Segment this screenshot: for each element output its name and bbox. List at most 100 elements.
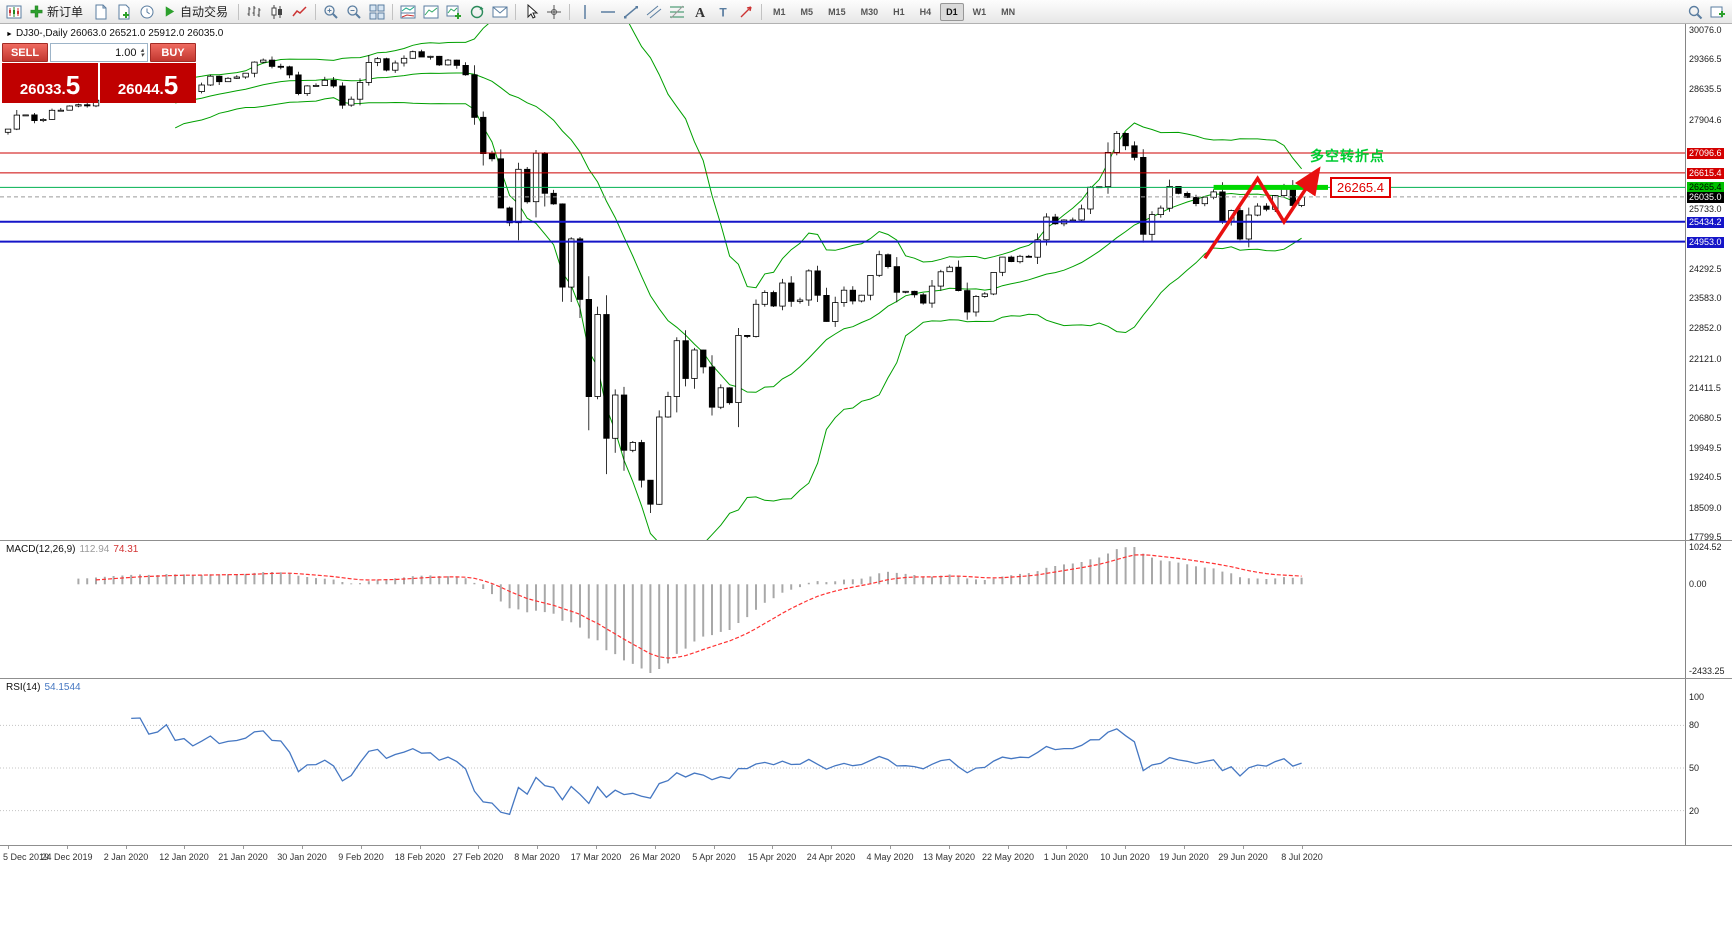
price-axis-label: 29366.5 xyxy=(1689,54,1722,64)
date-tick xyxy=(949,846,950,849)
line-chart-icon[interactable] xyxy=(289,2,311,22)
volume-up-icon[interactable]: ▴ xyxy=(140,46,144,54)
date-axis-label: 17 Mar 2020 xyxy=(570,852,622,862)
date-axis-label: 12 Jan 2020 xyxy=(159,852,209,862)
price-axis-label: 22852.0 xyxy=(1689,323,1722,333)
sell-button[interactable]: SELL xyxy=(2,43,48,62)
price-axis-label: 27096.6 xyxy=(1687,148,1724,159)
date-tick xyxy=(8,846,9,849)
rsi-panel[interactable]: RSI(14) 54.1544 xyxy=(0,679,1685,846)
price-tag-annotation[interactable]: 26265.4 xyxy=(1330,177,1391,198)
price-axis-label: 25434.2 xyxy=(1687,217,1724,228)
candlestick-chart[interactable] xyxy=(0,24,1685,541)
volume-stepper[interactable]: ▴ ▾ xyxy=(140,46,144,59)
buy-button[interactable]: BUY xyxy=(150,43,196,62)
date-axis[interactable]: 5 Dec 2019 24 Dec 2019 2 Jan 2020 12 Jan 20… xyxy=(0,846,1685,866)
date-axis-label: 5 Dec 2019 xyxy=(3,852,50,862)
label-icon[interactable]: T xyxy=(712,2,734,22)
timeframe-m15-button[interactable]: M15 xyxy=(828,6,846,17)
price-axis-label: 27904.6 xyxy=(1689,115,1722,125)
tile-windows-icon[interactable] xyxy=(366,2,388,22)
price-axis-label: 28635.5 xyxy=(1689,84,1722,94)
refresh-icon[interactable] xyxy=(136,2,158,22)
timeframe-h1-button[interactable]: H1 xyxy=(893,6,905,17)
search-icon[interactable] xyxy=(1684,2,1706,22)
date-axis-label: 15 Apr 2020 xyxy=(747,852,797,862)
timeframe-m1-button[interactable]: M1 xyxy=(773,6,786,17)
text-icon[interactable]: A xyxy=(689,2,711,22)
timeframe-m5-button[interactable]: M5 xyxy=(800,6,814,17)
auto-trading-button[interactable]: 自动交易 xyxy=(159,2,234,22)
panel-separator[interactable] xyxy=(0,678,1732,679)
timeframe-d1-button[interactable]: D1 xyxy=(940,2,964,21)
indicator-list-icon[interactable] xyxy=(420,2,442,22)
date-tick xyxy=(1184,846,1185,849)
templates-icon[interactable] xyxy=(113,2,135,22)
rsi-label: RSI(14) 54.1544 xyxy=(6,682,81,693)
date-tick xyxy=(1125,846,1126,849)
period-cycle-icon[interactable] xyxy=(466,2,488,22)
zoom-out-icon[interactable] xyxy=(343,2,365,22)
fibonacci-icon[interactable] xyxy=(666,2,688,22)
timeframe-m30-button[interactable]: M30 xyxy=(860,6,879,17)
date-tick xyxy=(655,846,656,849)
chart-window-icon[interactable] xyxy=(3,2,25,22)
date-tick xyxy=(1302,846,1303,849)
macd-panel[interactable]: MACD(12,26,9) 112.94 74.31 xyxy=(0,541,1685,679)
price-axis-label: 21411.5 xyxy=(1689,383,1721,393)
date-axis-label: 1 Jun 2020 xyxy=(1043,852,1089,862)
date-tick xyxy=(361,846,362,849)
cursor-icon[interactable] xyxy=(520,2,542,22)
timeframe-w1-button[interactable]: W1 xyxy=(972,6,987,17)
date-axis-label: 10 Jun 2020 xyxy=(1100,852,1150,862)
rsi-axis-label: 100 xyxy=(1689,692,1705,702)
date-tick xyxy=(126,846,127,849)
date-tick xyxy=(890,846,891,849)
horizontal-line-icon[interactable] xyxy=(597,2,619,22)
indicator-window-icon[interactable] xyxy=(397,2,419,22)
collapse-triangle-icon[interactable]: ► xyxy=(6,31,13,38)
date-axis-label: 24 Apr 2020 xyxy=(806,852,856,862)
crosshair-icon[interactable] xyxy=(543,2,565,22)
rsi-title: RSI(14) xyxy=(6,682,41,693)
timeframe-mn-button[interactable]: MN xyxy=(1001,6,1016,17)
panel-separator[interactable] xyxy=(0,540,1732,541)
date-axis-label: 24 Dec 2019 xyxy=(41,852,93,862)
volume-input[interactable]: 1.00 ▴ ▾ xyxy=(50,43,148,62)
svg-text:A: A xyxy=(695,6,706,20)
ask-price[interactable]: 26044. 5 xyxy=(100,63,196,103)
date-axis-label: 22 May 2020 xyxy=(981,852,1035,862)
panel-separator[interactable] xyxy=(0,845,1732,846)
price-axis-label: 23583.0 xyxy=(1689,293,1722,303)
rsi-axis-label: 20 xyxy=(1689,806,1700,816)
macd-axis-label: -2433.25 xyxy=(1689,666,1725,676)
price-axis-label: 24292.5 xyxy=(1689,264,1722,274)
chart-settings-icon[interactable] xyxy=(489,2,511,22)
date-tick xyxy=(478,846,479,849)
new-chart-icon[interactable] xyxy=(1707,2,1729,22)
vertical-line-icon[interactable] xyxy=(574,2,596,22)
add-indicator-icon[interactable] xyxy=(443,2,465,22)
channel-icon[interactable] xyxy=(643,2,665,22)
main-chart-panel[interactable]: ► DJ30-,Daily 26063.0 26521.0 25912.0 260… xyxy=(0,24,1685,541)
price-axis-label: 30076.0 xyxy=(1689,25,1722,35)
bar-chart-icon[interactable] xyxy=(243,2,265,22)
timeframe-h4-button[interactable]: H4 xyxy=(919,6,932,17)
new-order-button[interactable]: 新订单 xyxy=(26,2,89,22)
toolbar: 新订单 自动交易 A T M1 M5 M15 M30 H1 H4 D1 W1 MN xyxy=(0,0,1732,24)
bid-price[interactable]: 26033. 5 xyxy=(2,63,98,103)
zoom-in-icon[interactable] xyxy=(320,2,342,22)
macd-axis-label: 0.00 xyxy=(1689,579,1707,589)
trendline-icon[interactable] xyxy=(620,2,642,22)
history-center-icon[interactable] xyxy=(90,2,112,22)
price-axis[interactable]: 30076.0 29366.5 28635.5 27904.6 27096.6 26615… xyxy=(1685,24,1732,846)
date-axis-label: 19 Jun 2020 xyxy=(1159,852,1209,862)
candlestick-chart-icon[interactable] xyxy=(266,2,288,22)
price-axis-label: 26615.4 xyxy=(1687,168,1724,179)
date-tick xyxy=(1008,846,1009,849)
chart-symbol: DJ30-,Daily xyxy=(15,28,68,39)
price-axis-label: 25733.0 xyxy=(1689,204,1722,214)
date-tick xyxy=(714,846,715,849)
volume-down-icon[interactable]: ▾ xyxy=(140,51,144,59)
arrows-tool-icon[interactable] xyxy=(735,2,757,22)
